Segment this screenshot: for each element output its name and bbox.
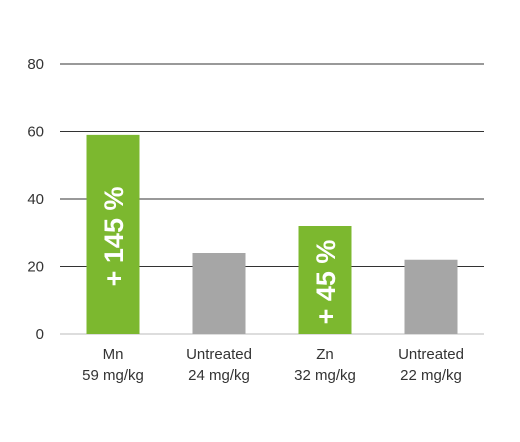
y-axis-ticks: 0 20 40 60 80 <box>27 56 44 343</box>
x-category-sublabel: 22 mg/kg <box>400 367 462 384</box>
bar-value-labels: + 145 % + 45 % <box>99 187 341 325</box>
y-tick-label: 20 <box>27 259 44 276</box>
bar-value-label: + 45 % <box>311 240 341 325</box>
x-category-sublabel: 32 mg/kg <box>294 367 356 384</box>
bar-3 <box>404 259 458 334</box>
x-category-sublabel: 59 mg/kg <box>82 367 144 384</box>
bar-1 <box>192 253 246 334</box>
y-tick-label: 0 <box>36 326 44 343</box>
x-category-label: Mn <box>103 346 124 363</box>
bar-value-label: + 145 % <box>99 187 129 287</box>
x-category-label: Untreated <box>398 346 464 363</box>
x-category-sublabel: 24 mg/kg <box>188 367 250 384</box>
y-tick-label: 80 <box>27 56 44 73</box>
x-category-label: Untreated <box>186 346 252 363</box>
bar-2 <box>298 226 352 334</box>
x-axis-category-labels: Mn 59 mg/kg Untreated 24 mg/kg Zn 32 mg/kg Unt… <box>82 346 464 384</box>
x-category-label: Zn <box>316 346 334 363</box>
y-tick-label: 40 <box>27 191 44 208</box>
bars <box>86 134 458 334</box>
y-tick-label: 60 <box>27 124 44 141</box>
bar-0 <box>86 134 140 334</box>
